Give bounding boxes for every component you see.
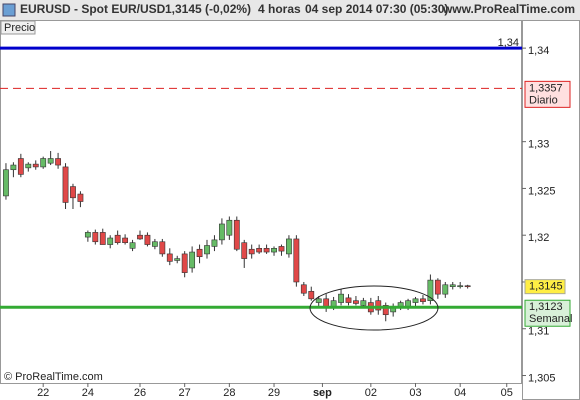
candle-body bbox=[241, 242, 248, 259]
y-tick-label: 1,34 bbox=[528, 45, 549, 57]
candle-body bbox=[405, 300, 411, 307]
candle-body bbox=[360, 300, 367, 306]
candle-body bbox=[464, 285, 471, 288]
candle-body bbox=[375, 300, 382, 311]
y-tick-label: 1,325 bbox=[528, 185, 556, 197]
candle-body bbox=[457, 285, 464, 288]
candle-body bbox=[286, 238, 292, 255]
site: www.ProRealTime.com bbox=[442, 2, 575, 16]
candle-body bbox=[278, 246, 285, 252]
candle-body bbox=[189, 251, 196, 269]
candle-body bbox=[382, 305, 389, 316]
level-label-box bbox=[524, 299, 571, 327]
level-label: 1,3357 bbox=[529, 82, 563, 94]
level-name: Diario bbox=[529, 94, 558, 106]
x-tick-label: 24 bbox=[82, 387, 94, 399]
candle-body bbox=[248, 248, 255, 255]
candle-body bbox=[196, 248, 203, 258]
candle-body bbox=[3, 169, 9, 197]
x-tick-label: 03 bbox=[409, 387, 421, 399]
candle-body bbox=[308, 291, 315, 300]
candle-body bbox=[300, 284, 307, 294]
candle-body bbox=[166, 253, 173, 262]
candle-body bbox=[420, 298, 426, 302]
candle-body bbox=[218, 223, 225, 241]
candle-body bbox=[10, 164, 17, 171]
candle-body bbox=[92, 232, 99, 243]
x-tick-label: 05 bbox=[501, 387, 513, 399]
y-tick-label: 1,33 bbox=[528, 139, 549, 151]
candle-body bbox=[353, 300, 359, 304]
plot-frame bbox=[0, 20, 522, 384]
y-tick-label: 1,32 bbox=[528, 232, 549, 244]
candle-body bbox=[293, 238, 300, 283]
candle-body bbox=[427, 279, 434, 301]
y-tick-label: 1,31 bbox=[528, 326, 549, 338]
candle-body bbox=[263, 248, 270, 253]
candle-body bbox=[434, 279, 441, 295]
candle-body bbox=[442, 284, 449, 295]
x-tick-label: 04 bbox=[454, 387, 466, 399]
candle-body bbox=[84, 232, 91, 238]
x-tick-label: 26 bbox=[134, 387, 146, 399]
candle-body bbox=[412, 298, 419, 303]
x-tick-label: sep bbox=[313, 387, 332, 399]
candle-body bbox=[114, 234, 121, 243]
panel-label: Precio bbox=[4, 22, 35, 34]
last-price-label: 1,3145 bbox=[529, 281, 563, 293]
candle-body bbox=[62, 166, 69, 203]
candle-body bbox=[315, 298, 322, 303]
candle-body bbox=[226, 219, 233, 236]
candle-body bbox=[233, 219, 240, 250]
candle-body bbox=[204, 245, 210, 255]
x-tick-label: 28 bbox=[223, 387, 235, 399]
annotation-ellipse bbox=[309, 285, 439, 331]
x-tick-label: 22 bbox=[37, 387, 49, 399]
datetime: 04 sep 2014 07:30 (05:30) bbox=[305, 2, 448, 16]
x-tick-label: 27 bbox=[179, 387, 191, 399]
candle-body bbox=[151, 241, 158, 247]
period: 4 horas bbox=[258, 2, 301, 16]
candle-body bbox=[256, 248, 263, 253]
candle-body bbox=[122, 237, 129, 243]
level-name: Semanal bbox=[529, 313, 572, 325]
candle-body bbox=[55, 158, 61, 166]
panel-label-box bbox=[0, 20, 36, 35]
candle-body bbox=[144, 234, 151, 245]
candle-body bbox=[32, 163, 39, 168]
last-price-box bbox=[524, 279, 566, 295]
y-tick-label: 1,305 bbox=[528, 372, 556, 384]
candle-body bbox=[449, 284, 456, 287]
header-icon bbox=[2, 3, 16, 17]
quote: 1,3145 (-0,02%) bbox=[165, 2, 251, 16]
plot bbox=[3, 151, 471, 322]
footer: © ProRealTime.com bbox=[4, 371, 103, 383]
candle-body bbox=[271, 248, 277, 253]
candle-body bbox=[159, 241, 166, 255]
candle-body bbox=[17, 158, 24, 175]
candle-body bbox=[338, 293, 344, 303]
symbol: EURUSD - Spot EUR/USD bbox=[20, 2, 166, 16]
candle-body bbox=[174, 258, 181, 261]
x-tick-label: 29 bbox=[268, 387, 280, 399]
candle-body bbox=[40, 158, 47, 168]
candle-body bbox=[211, 239, 218, 247]
candle-body bbox=[99, 232, 106, 245]
level-label: 1,3123 bbox=[529, 301, 563, 313]
candle-body bbox=[129, 242, 136, 249]
level-label-box bbox=[524, 80, 571, 108]
candle-body bbox=[107, 237, 114, 245]
header-bar bbox=[0, 0, 580, 20]
level-label: 1,34 bbox=[498, 37, 519, 49]
candle-body bbox=[181, 253, 188, 273]
candle-body bbox=[25, 163, 32, 169]
candle-body bbox=[47, 158, 54, 164]
candle-body bbox=[137, 234, 143, 240]
x-tick-label: 02 bbox=[365, 387, 377, 399]
candle-body bbox=[77, 193, 84, 202]
candle-body bbox=[70, 186, 76, 199]
candle-body bbox=[345, 297, 352, 303]
